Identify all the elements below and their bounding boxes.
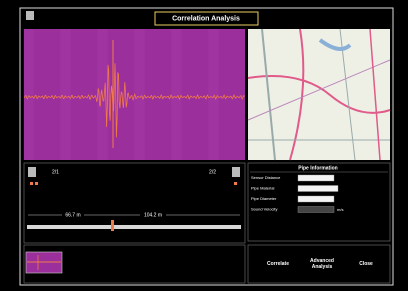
leak-position-marker[interactable] [111,220,114,231]
field-input[interactable] [298,186,338,192]
field-label: Sound Velocity [251,207,277,212]
correlate-button[interactable]: Correlate [256,247,300,281]
right-distance: 104.2 m [144,212,162,218]
close-button[interactable]: Close [344,247,388,281]
pipe-info-title: Pipe Information [298,165,337,171]
field-label: Sensor Distance [251,175,281,180]
field-label: Pipe Material [251,186,274,191]
left-distance: 66.7 m [65,212,80,218]
window-title: Correlation Analysis [172,15,240,22]
app-icon [26,11,34,20]
position-slider[interactable] [27,225,241,229]
right-sensor-label: 2/2 [209,169,216,175]
velocity-unit: m/s [337,207,343,212]
field-input[interactable] [298,175,334,181]
left-sensor-icon [28,167,36,177]
field-input[interactable] [298,207,334,213]
field-input[interactable] [298,196,334,202]
advanced-analysis-button[interactable]: Advanced Analysis [300,247,344,281]
left-sensor-label: 2/1 [52,169,59,175]
page: Correlation Analysis 2/1 2/2 66.7 m 104.… [0,0,408,291]
right-sensor-status [234,182,237,185]
left-sensor-status [35,182,38,185]
right-sensor-icon [232,167,240,177]
field-label: Pipe Diameter [251,196,277,201]
left-sensor-status [30,182,33,185]
